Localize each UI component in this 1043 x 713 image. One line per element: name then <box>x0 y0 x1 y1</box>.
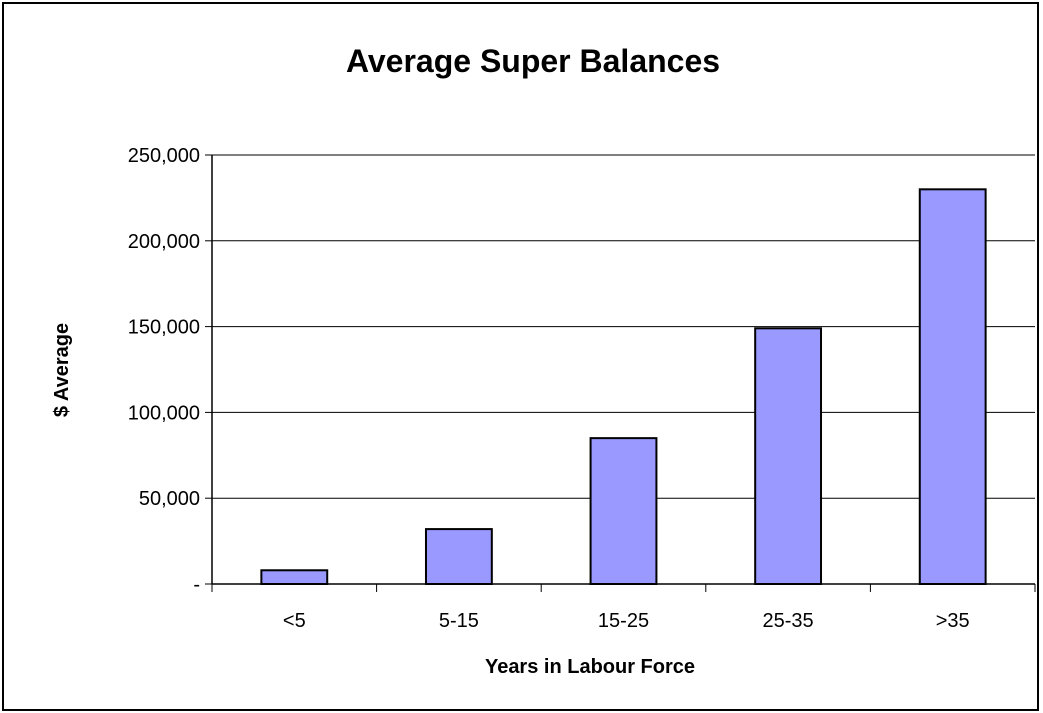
x-tick-label: <5 <box>283 610 306 632</box>
y-tick-label: 100,000 <box>128 402 200 424</box>
y-tick-label: 250,000 <box>128 145 200 167</box>
bar <box>589 437 658 586</box>
y-tick-labels: - 50,000 100,000 150,000 200,000 250,000 <box>128 145 200 596</box>
chart-title: Average Super Balances <box>346 43 720 79</box>
y-tick-label: 150,000 <box>128 317 200 339</box>
y-tick-label: 200,000 <box>128 231 200 253</box>
x-tick-label: 25-35 <box>763 610 814 632</box>
bar <box>754 327 823 586</box>
x-tick-labels: <5 5-15 15-25 25-35 >35 <box>283 610 970 632</box>
bar <box>260 569 329 585</box>
bar <box>424 528 493 586</box>
y-tick-label: - <box>193 574 200 596</box>
x-axis-title: Years in Labour Force <box>485 656 695 678</box>
y-axis-title: $ Average <box>51 323 73 417</box>
gridlines <box>212 154 1035 499</box>
bar <box>918 188 987 585</box>
axes <box>205 154 1036 592</box>
x-tick-label: 5-15 <box>439 610 479 632</box>
bars <box>260 188 987 586</box>
x-tick-label: >35 <box>936 610 970 632</box>
y-tick-label: 50,000 <box>139 488 200 510</box>
x-tick-label: 15-25 <box>598 610 649 632</box>
